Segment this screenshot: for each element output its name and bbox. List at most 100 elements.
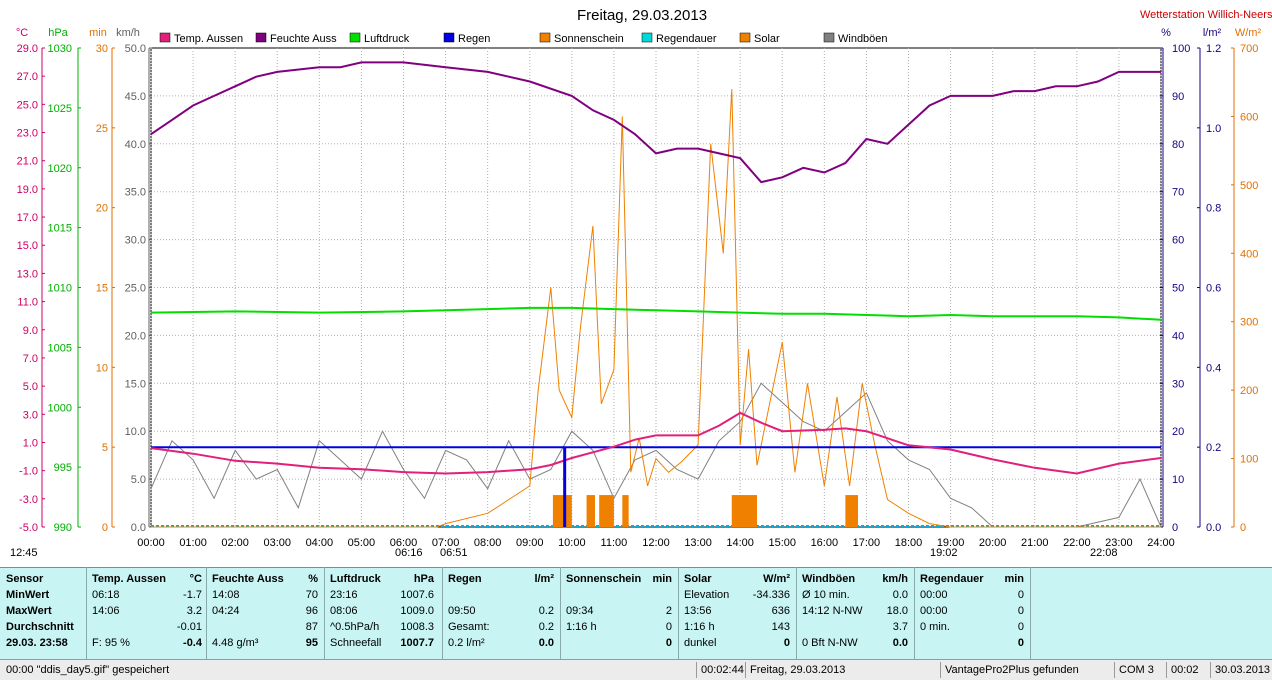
right-axis-tick: 40 — [1172, 330, 1184, 342]
legend-label: Feuchte Auss — [270, 33, 337, 45]
stat-value: 0.2 — [538, 605, 554, 617]
stat-note: 09:34 — [566, 605, 594, 617]
stat-row-avg: 3.7 — [802, 619, 908, 635]
stat-note: Ø 10 min. — [802, 589, 850, 601]
stat-column-temp: Temp. Aussen °C 06:18 -1.7 14:06 3.2 -0.01 F: 9… — [92, 571, 202, 651]
left-axis-tick: 10.0 — [125, 426, 146, 438]
stat-row-avg: 1:16 h 0 — [566, 619, 672, 635]
left-axis-unit: hPa — [48, 27, 68, 39]
sunshine-bar — [622, 495, 629, 527]
time-marker: 12:45 — [10, 547, 38, 559]
stat-note: 13:56 — [684, 605, 712, 617]
right-axis-tick: 700 — [1240, 43, 1258, 55]
legend-label: Regen — [458, 33, 490, 45]
right-axis-unit: % — [1161, 27, 1171, 39]
left-axis-tick: 1030 — [48, 43, 72, 55]
time-marker: 06:51 — [440, 547, 468, 559]
stat-value: 2 — [665, 605, 672, 617]
stat-title: Solar — [684, 573, 712, 585]
right-axis-tick: 90 — [1172, 91, 1184, 103]
left-axis-tick: 1020 — [48, 163, 72, 175]
stat-separator — [206, 567, 207, 659]
stat-row-min: 14:08 70 — [212, 587, 318, 603]
status-date: Freitag, 29.03.2013 — [745, 662, 845, 678]
left-axis-tick: 1.0 — [23, 437, 38, 449]
stat-column-regen: Regen l/m² 09:50 0.2 Gesamt: 0.2 0.2 l/m² 0.0 — [448, 571, 554, 651]
stat-row-last: Schneefall 1007.7 — [330, 635, 434, 651]
stat-value: 1007.6 — [400, 589, 434, 601]
stat-title: Sonnenschein — [566, 573, 642, 585]
stat-value: 0.2 — [538, 621, 554, 633]
status-time: 00:02:44 — [696, 662, 744, 678]
right-axis-tick: 80 — [1172, 139, 1184, 151]
stat-row-max: 09:34 2 — [566, 603, 672, 619]
right-axis-tick: 300 — [1240, 317, 1258, 329]
time-marker: 19:02 — [930, 547, 958, 559]
left-axis-tick: 10 — [96, 362, 108, 374]
x-axis-tick: 16:00 — [811, 537, 839, 549]
legend-label: Luftdruck — [364, 33, 410, 45]
left-axis-tick: 15 — [96, 283, 108, 295]
stat-value: 0 — [1017, 605, 1024, 617]
left-axis-tick: 21.0 — [17, 156, 38, 168]
stat-note: 14:06 — [92, 605, 120, 617]
series-solar — [151, 89, 1161, 528]
stat-value: 0.0 — [538, 637, 554, 649]
stat-separator — [914, 567, 915, 659]
stat-note: 04:24 — [212, 605, 240, 617]
right-axis-tick: 400 — [1240, 248, 1258, 260]
left-axis-tick: 5 — [102, 442, 108, 454]
stat-value: 636 — [771, 605, 790, 617]
stat-title: Feuchte Auss — [212, 573, 284, 585]
sunshine-bar — [586, 495, 595, 527]
right-axis-tick: 0.4 — [1206, 362, 1221, 374]
stat-row-min — [566, 587, 672, 603]
x-axis-tick: 11:00 — [601, 537, 628, 549]
stat-note: 23:16 — [330, 589, 358, 601]
left-axis-tick: 20.0 — [125, 330, 146, 342]
stat-separator — [86, 567, 87, 659]
left-axis-tick: 27.0 — [17, 71, 38, 83]
series-luftdruck — [150, 306, 1162, 321]
stat-value: 0 — [665, 621, 672, 633]
legend-label: Temp. Aussen — [174, 33, 243, 45]
right-axis-tick: 60 — [1172, 235, 1184, 247]
stat-unit: min — [652, 573, 672, 585]
stat-value: 0 — [1017, 637, 1024, 649]
weather-chart: Freitag, 29.03.2013 Wetterstation Willich… — [10, 7, 1272, 559]
right-axis-tick: 1.2 — [1206, 43, 1221, 55]
right-axis-tick: 1.0 — [1206, 123, 1221, 135]
x-axis-tick: 00:00 — [137, 537, 165, 549]
stat-value: 95 — [305, 637, 318, 649]
right-axis-tick: 200 — [1240, 385, 1258, 397]
left-axis-tick: 0.0 — [131, 522, 146, 534]
x-axis-tick: 07:00 — [432, 537, 460, 549]
left-axis-tick: 25 — [96, 123, 108, 135]
row-label-last: 29.03. 23:58 — [6, 637, 68, 649]
stat-row-min: 06:18 -1.7 — [92, 587, 202, 603]
stat-row-min: 23:16 1007.6 — [330, 587, 434, 603]
left-axis-tick: 1000 — [48, 402, 72, 414]
stat-row-last: 0.2 l/m² 0.0 — [448, 635, 554, 651]
stat-row-min: Elevation -34.336 — [684, 587, 790, 603]
stat-note: 1:16 h — [566, 621, 597, 633]
legend-swatch — [739, 32, 751, 43]
stat-separator — [1030, 567, 1031, 659]
series-temp-aussen — [150, 411, 1162, 475]
right-axis-tick: 50 — [1172, 283, 1184, 295]
stat-value: 0.0 — [892, 589, 908, 601]
time-marker: 22:08 — [1090, 547, 1118, 559]
left-axis-tick: 15.0 — [17, 240, 38, 252]
x-axis-tick: 06:00 — [390, 537, 418, 549]
status-device: VantagePro2Plus gefunden — [940, 662, 1079, 678]
legend-swatch — [823, 32, 835, 43]
stat-value: 1007.7 — [400, 637, 434, 649]
stat-unit: km/h — [882, 573, 908, 585]
left-axis-tick: 3.0 — [23, 409, 38, 421]
stat-value: -0.01 — [176, 621, 202, 633]
left-axis-tick: 19.0 — [17, 184, 38, 196]
legend-swatch — [159, 32, 171, 43]
stat-separator — [678, 567, 679, 659]
left-axis-tick: 9.0 — [23, 325, 38, 337]
left-axis-tick: 25.0 — [17, 99, 38, 111]
